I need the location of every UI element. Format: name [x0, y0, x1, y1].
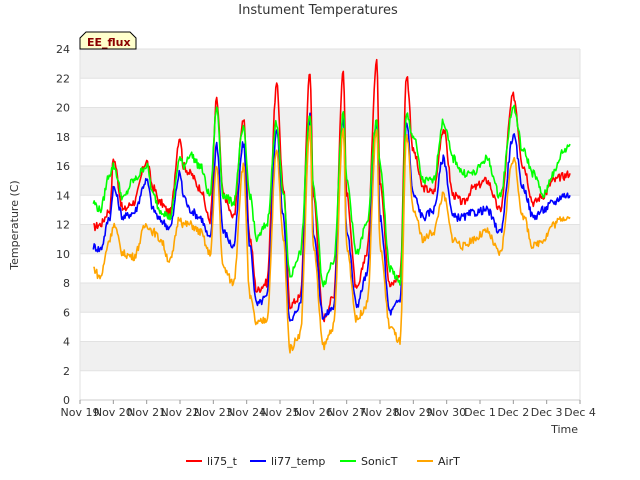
y-tick-label: 10 — [56, 248, 70, 261]
legend: li75_t li77_temp SonicT AirT — [186, 455, 460, 468]
x-tick-label: Nov 25 — [261, 406, 300, 419]
y-tick-label: 0 — [63, 394, 70, 407]
x-tick-label: Nov 23 — [194, 406, 233, 419]
y-axis-label: Temperature (C) — [8, 180, 21, 270]
x-tick-label: Nov 27 — [327, 406, 366, 419]
x-tick-label: Nov 30 — [427, 406, 466, 419]
series-line-li77-temp — [92, 112, 571, 322]
badge-label: EE_flux — [87, 36, 131, 49]
y-tick-label: 18 — [56, 131, 70, 144]
grid-band — [80, 107, 580, 137]
x-tick-label: Nov 21 — [127, 406, 166, 419]
y-tick-label: 14 — [56, 189, 70, 202]
legend-label: SonicT — [361, 455, 398, 468]
series-line-sonict — [92, 104, 571, 288]
x-tick-label: Dec 4 — [564, 406, 596, 419]
x-tick-label: Nov 29 — [394, 406, 433, 419]
badge-shape — [79, 31, 137, 50]
legend-label: li75_t — [207, 455, 238, 468]
chart-title: Instument Temperatures — [238, 3, 398, 18]
x-tick-label: Dec 3 — [531, 406, 563, 419]
series-line-airt — [93, 125, 571, 354]
legend-label: li77_temp — [271, 455, 325, 468]
y-tick-label: 24 — [56, 43, 70, 56]
y-tick-label: 4 — [63, 336, 70, 349]
x-tick-label: Nov 20 — [94, 406, 133, 419]
grid-band — [80, 49, 580, 79]
y-tick-label: 16 — [56, 160, 70, 173]
x-tick-label: Dec 2 — [497, 406, 529, 419]
y-tick-label: 8 — [63, 277, 70, 290]
series-lines — [92, 58, 571, 354]
x-tick-label: Dec 1 — [464, 406, 496, 419]
y-tick-label: 6 — [63, 306, 70, 319]
x-tick-label: Nov 26 — [294, 406, 333, 419]
y-tick-label: 20 — [56, 102, 70, 115]
y-tick-label: 2 — [63, 365, 70, 378]
grid-band — [80, 341, 580, 371]
x-tick-label: Nov 24 — [227, 406, 266, 419]
y-tick-label: 12 — [56, 219, 70, 232]
grid-bands — [80, 49, 580, 371]
x-tick-label: Nov 28 — [361, 406, 400, 419]
x-tick-label: Nov 22 — [161, 406, 200, 419]
legend-label: AirT — [438, 455, 460, 468]
y-tick-label: 22 — [56, 72, 70, 85]
x-tick-label: Nov 19 — [61, 406, 100, 419]
series-line-li75-t — [92, 58, 571, 323]
x-axis-label: Time — [550, 423, 578, 436]
flux-badge: EE_flux — [79, 31, 137, 50]
